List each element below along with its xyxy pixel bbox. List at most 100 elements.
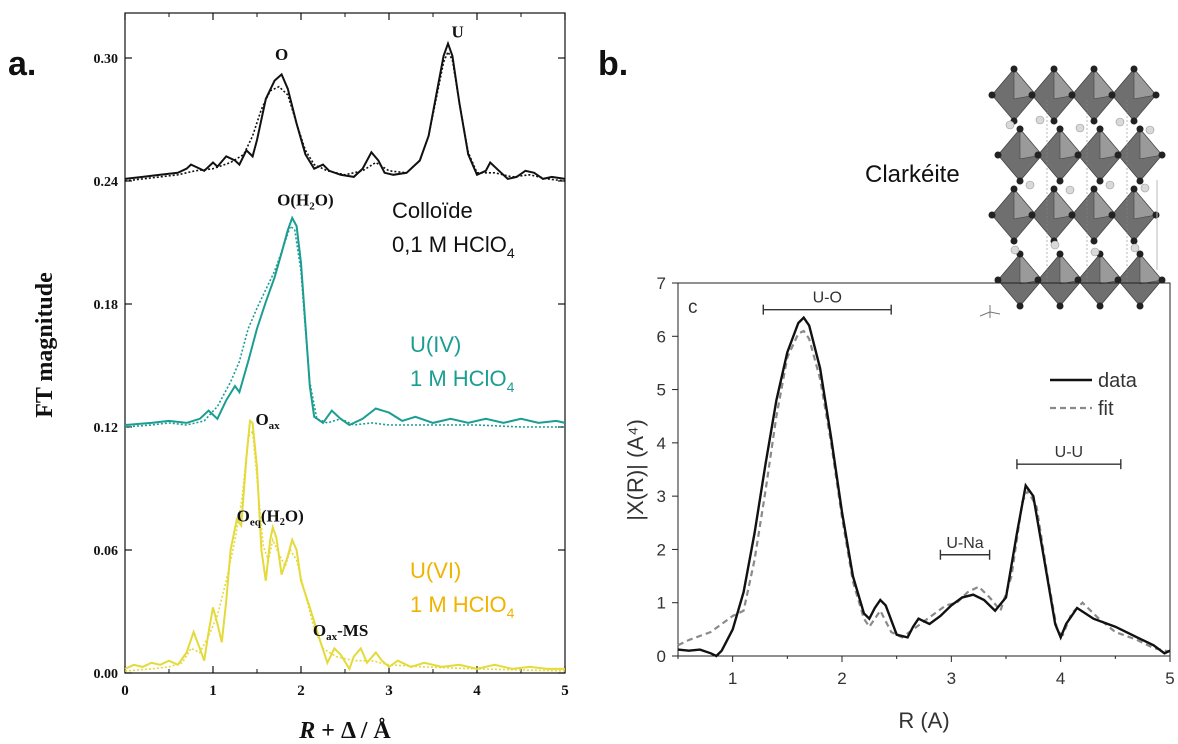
oxygen-atom [1068,211,1076,219]
panel-b-frame [677,282,1171,657]
range-label-U-O: U-O [813,290,842,307]
panel-b-xlabel: R (A) [898,708,949,733]
panel-a-letter: a. [8,45,36,83]
axis-glyph [979,311,991,317]
sample-label-u6-line2: 1 M HClO4 [410,592,515,621]
annotation-Oax: Oax [255,410,280,432]
sodium-atom [1105,180,1115,190]
oxygen-atom [1050,65,1058,73]
y-tick-label: 6 [657,327,666,346]
annotation-main: O(H [277,191,309,210]
oxygen-atom [1050,117,1058,125]
annotation-main: O [237,506,250,525]
label-subscript: 4 [507,379,515,395]
y-tick-label: 3 [657,487,666,506]
sodium-atom [1075,123,1085,133]
octahedron-face [1139,128,1163,160]
y-tick-label: 7 [657,274,666,293]
oxygen-atom [1010,237,1018,245]
annotation-main: O [313,621,326,640]
octahedron-face [1053,188,1077,220]
octahedron-face [1013,68,1037,100]
oxygen-atom [1074,151,1082,159]
octahedron-face [1139,253,1163,285]
x-tick-label: 4 [473,683,481,699]
sodium-atom [1025,180,1035,190]
x-tick-label: 5 [1165,669,1174,688]
annotation-sub: 2 [309,201,315,213]
oxygen-atom [1028,91,1036,99]
x-tick-label: 2 [297,683,305,699]
y-tick-label: 0.18 [94,298,119,313]
oxygen-atom [1056,250,1064,258]
oxygen-atom [1074,276,1082,284]
oxygen-atom [1130,237,1138,245]
range-label-U-Na: U-Na [946,535,983,552]
label-subscript: 4 [507,245,515,261]
x-tick-label: 0 [121,683,129,699]
panel-b-letter: b. [598,45,628,83]
panel-a-xlabel-r: R [298,718,315,744]
octahedron-face [1019,128,1043,160]
oxygen-atom [1130,117,1138,125]
oxygen-atom [1016,125,1024,133]
oxygen-atom [1114,151,1122,159]
annotation-after: -MS [337,621,368,640]
panel-a-chart: 0 1 2 3 4 50.000.060.120.180.240.30 OUO(H2O)O… [32,12,569,744]
annotation-U: U [451,23,463,42]
annotation-Oeq: Oeq(H₂O) [237,506,304,528]
sample-label-u6-line1: U(VI) [410,558,461,583]
y-tick-label: 5 [657,381,666,400]
sodium-atom [1010,245,1020,255]
oxygen-atom [1152,211,1160,219]
range-label-U-U: U-U [1055,444,1083,461]
panel-a-ylabel: FT magnitude [32,272,58,418]
annotation-sub: ax [269,420,281,432]
annotation-OH2O: O(H2O) [277,191,334,213]
oxygen-atom [1096,302,1104,310]
x-tick-label: 3 [385,683,393,699]
x-tick-label: 2 [837,669,846,688]
oxygen-atom [1016,177,1024,185]
oxygen-atom [1136,302,1144,310]
sodium-atom [1090,247,1100,257]
sodium-atom [1050,240,1060,250]
oxygen-atom [1034,276,1042,284]
y-tick-label: 0 [657,647,666,666]
oxygen-atom [1096,125,1104,133]
oxygen-atom [1158,276,1166,284]
oxygen-atom [1056,302,1064,310]
oxygen-atom [1130,65,1138,73]
y-tick-label: 2 [657,540,666,559]
annotation-main: O [255,410,268,429]
y-tick-label: 1 [657,594,666,613]
oxygen-atom [1108,91,1116,99]
x-tick-label: 1 [209,683,217,699]
annotation-after: O) [315,191,334,210]
sodium-atom [1065,185,1075,195]
panel-b-series [677,315,1171,658]
oxygen-atom [1152,91,1160,99]
sodium-atom [1130,243,1140,253]
x-tick-label: 1 [728,669,737,688]
oxygen-atom [994,151,1002,159]
panel-b-axes: 1 2 3 4 5 0 1 2 3 4 5 6 7 [657,274,1175,688]
sample-label-colloid-line2: 0,1 M HClO4 [392,232,515,261]
axis-glyph [989,311,1001,315]
oxygen-atom [1010,65,1018,73]
label-subscript: 4 [507,605,515,621]
octahedron-face [1133,68,1157,100]
oxygen-atom [994,276,1002,284]
clarkeite-structure-image [979,65,1166,318]
panel-a-xlabel: R + Δ / Å [298,718,391,744]
y-tick-label: 0.00 [94,667,119,682]
y-tick-label: 4 [657,434,666,453]
oxygen-atom [1158,151,1166,159]
octahedron-face [1099,128,1123,160]
sample-label-colloid-line1: Colloïde [392,198,473,223]
oxygen-atom [1028,211,1036,219]
series-fit [677,329,1171,653]
oxygen-atom [1034,151,1042,159]
